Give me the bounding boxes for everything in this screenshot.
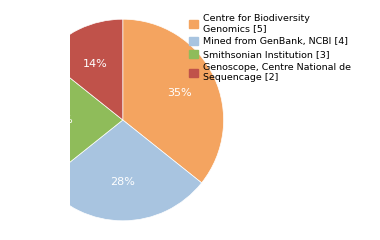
- Wedge shape: [44, 19, 123, 120]
- Wedge shape: [123, 19, 223, 183]
- Text: 35%: 35%: [167, 88, 192, 98]
- Legend: Centre for Biodiversity
Genomics [5], Mined from GenBank, NCBI [4], Smithsonian : Centre for Biodiversity Genomics [5], Mi…: [187, 12, 353, 84]
- Text: 14%: 14%: [83, 59, 108, 69]
- Wedge shape: [44, 120, 202, 221]
- Wedge shape: [22, 57, 123, 183]
- Text: 28%: 28%: [110, 178, 135, 187]
- Text: 21%: 21%: [48, 115, 73, 125]
